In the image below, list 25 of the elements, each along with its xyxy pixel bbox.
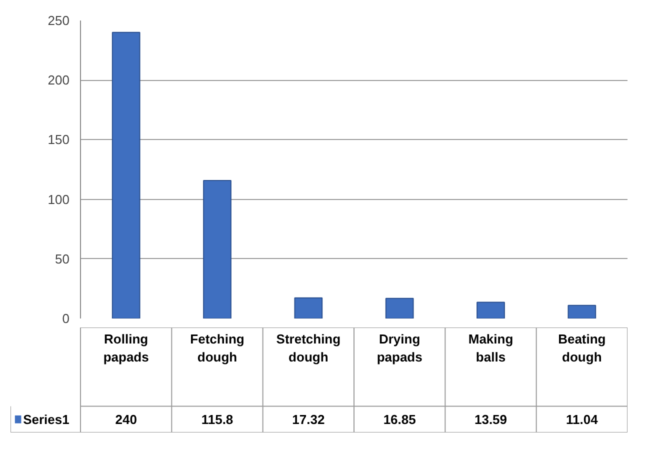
- y-tick-label: 250: [48, 13, 70, 28]
- bar: [112, 32, 140, 318]
- data-label: 13.59: [474, 412, 508, 427]
- bar: [476, 302, 505, 318]
- bar: [294, 297, 323, 318]
- y-tick-label: 0: [62, 311, 70, 326]
- x-tick-label: Beating dough: [558, 331, 606, 364]
- y-tick-label: 50: [55, 251, 70, 266]
- data-label: 115.8: [201, 412, 234, 427]
- y-tick-label: 100: [48, 192, 70, 207]
- x-tick-label: Making balls: [468, 331, 514, 364]
- x-tick-label: Rolling papads: [103, 331, 149, 364]
- legend-label: Series1: [23, 412, 70, 427]
- y-tick-label: 200: [48, 72, 70, 88]
- data-label: 16.85: [383, 412, 416, 427]
- data-label: 17.32: [292, 412, 325, 427]
- x-tick-label: Fetching dough: [190, 331, 244, 364]
- bar: [385, 298, 414, 318]
- bar: [568, 304, 596, 318]
- data-label: 240: [115, 412, 137, 427]
- data-label: 11.04: [566, 412, 599, 427]
- bar: [203, 180, 232, 318]
- x-tick-label: Drying papads: [376, 331, 422, 364]
- x-tick-label: Stretching dough: [276, 331, 341, 364]
- y-tick-label: 150: [48, 132, 70, 148]
